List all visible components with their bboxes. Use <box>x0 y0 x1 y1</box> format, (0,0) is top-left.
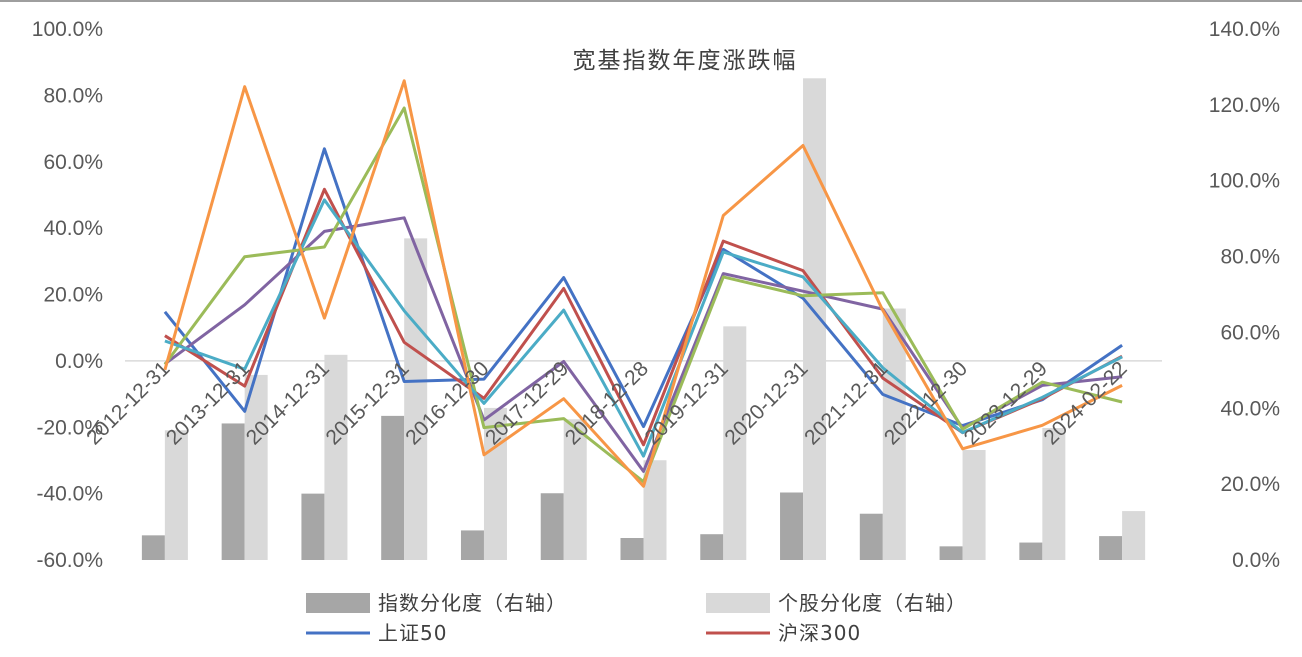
index-divergence-bar <box>221 423 245 560</box>
index-divergence-bar <box>301 493 325 560</box>
index-divergence-bar <box>859 513 883 560</box>
left-tick-label: 20.0% <box>43 284 103 307</box>
legend-label: 沪深300 <box>778 621 861 645</box>
stock-divergence-bar <box>324 354 348 560</box>
left-tick-label: 0.0% <box>55 350 103 373</box>
stock-divergence-bar <box>643 460 667 560</box>
stock-divergence-bar <box>244 374 268 560</box>
legend-swatch-bar <box>706 593 770 613</box>
stock-divergence-bar <box>723 326 747 560</box>
legend-item: 沪深300 <box>706 621 861 645</box>
left-tick-label: -40.0% <box>36 483 103 506</box>
legend: 指数分化度（右轴） 个股分化度（右轴） 上证50 沪深300 <box>306 591 967 645</box>
stock-divergence-bar <box>1122 511 1146 560</box>
right-tick-label: 140.0% <box>1209 18 1280 41</box>
index-divergence-bar <box>700 534 724 560</box>
legend-label: 个股分化度（右轴） <box>778 591 967 615</box>
stock-divergence-bar <box>164 430 188 560</box>
right-tick-label: 80.0% <box>1220 246 1280 269</box>
left-tick-label: 100.0% <box>32 18 103 41</box>
index-divergence-bar <box>1099 536 1123 560</box>
right-tick-label: 60.0% <box>1220 321 1280 344</box>
right-y-axis: 140.0% 120.0% 100.0% 80.0% 60.0% 40.0% 20.0% 0.… <box>1209 18 1280 572</box>
index-divergence-bar <box>540 493 564 560</box>
legend-item: 上证50 <box>306 621 447 645</box>
legend-item: 个股分化度（右轴） <box>706 591 967 615</box>
stock-divergence-bar <box>483 407 507 560</box>
stock-divergence-bar <box>1042 428 1066 560</box>
index-divergence-bar <box>1019 542 1043 560</box>
left-tick-label: 60.0% <box>43 151 103 174</box>
series-line-2 <box>164 187 1123 447</box>
index-divergence-bar <box>939 546 963 560</box>
right-tick-label: 0.0% <box>1232 549 1280 572</box>
series-line-5 <box>164 198 1123 458</box>
line-layer <box>163 79 1123 488</box>
index-divergence-bar <box>141 535 165 560</box>
index-divergence-bar <box>620 538 644 560</box>
series-line-6 <box>163 79 1123 488</box>
right-tick-label: 20.0% <box>1220 473 1280 496</box>
left-y-axis: 100.0% 80.0% 60.0% 40.0% 20.0% 0.0% -20.0% -40.… <box>32 18 103 572</box>
left-tick-label: -20.0% <box>36 416 103 439</box>
index-divergence-bar <box>381 415 405 560</box>
stock-divergence-bar <box>563 419 587 560</box>
index-divergence-bar <box>460 530 484 560</box>
right-tick-label: 100.0% <box>1209 170 1280 193</box>
left-tick-label: 40.0% <box>43 217 103 240</box>
bar-layer <box>141 78 1146 561</box>
stock-divergence-bar <box>803 78 827 561</box>
legend-item: 指数分化度（右轴） <box>306 591 567 615</box>
stock-divergence-bar <box>404 238 428 560</box>
right-tick-label: 40.0% <box>1220 397 1280 420</box>
left-tick-label: 80.0% <box>43 84 103 107</box>
right-tick-label: 120.0% <box>1209 94 1280 117</box>
legend-swatch-bar <box>306 593 370 613</box>
legend-label: 上证50 <box>378 621 447 645</box>
stock-divergence-bar <box>962 450 986 560</box>
legend-label: 指数分化度（右轴） <box>378 591 567 615</box>
chart-title: 宽基指数年度涨跌幅 <box>573 48 798 74</box>
left-tick-label: -60.0% <box>36 549 103 572</box>
index-divergence-bar <box>780 492 804 560</box>
